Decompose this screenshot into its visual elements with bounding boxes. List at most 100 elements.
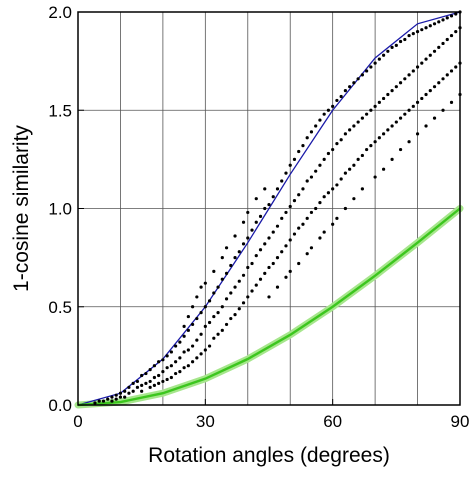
data-point [343,206,347,211]
data-point [267,295,271,299]
data-point [386,128,390,132]
data-point [275,224,280,228]
data-point [297,226,301,230]
data-point [449,69,454,73]
data-point [246,236,250,240]
axis-ticks: 0 30 60 90 0.0 0.5 1.0 1.5 2.0 [48,3,469,431]
data-point [280,250,284,254]
data-point [339,94,343,99]
data-point [152,364,156,368]
data-point [224,271,229,275]
data-point [178,356,182,360]
data-point [284,275,288,279]
data-point [263,271,267,275]
data-point [250,289,254,293]
data-point [348,85,352,89]
data-point [365,147,369,152]
data-point [415,132,420,136]
data-point [428,24,432,28]
data-point [365,112,369,116]
data-point [199,311,203,315]
data-point [386,49,390,53]
data-point [224,322,229,327]
data-point [250,261,254,266]
data-point [140,373,144,378]
data-point [305,252,309,256]
y-tick-label: 1.5 [48,101,72,120]
data-points [93,10,462,405]
data-point [157,373,161,378]
data-point [203,305,207,309]
data-point [390,89,394,93]
data-point [449,33,454,38]
data-point [258,277,263,281]
data-point [356,157,360,161]
data-point [441,77,445,81]
data-point [394,85,398,89]
data-point [314,124,318,128]
x-tick-label: 90 [451,412,470,431]
data-point [212,336,216,340]
data-point [144,371,148,376]
data-point [292,157,297,161]
data-point [356,120,360,124]
data-point [161,379,165,384]
data-point [445,16,449,20]
data-point [246,295,250,299]
data-point [415,65,420,69]
y-tick-label: 0.5 [48,298,72,317]
data-point [207,344,212,348]
data-point [377,57,381,61]
data-point [229,316,233,321]
data-point [254,220,258,224]
data-point [271,261,275,266]
data-point [237,307,241,311]
data-point [161,369,165,374]
data-point [203,324,207,328]
data-point [318,163,322,167]
data-point [301,144,305,148]
data-point [382,132,386,136]
data-point [237,279,241,283]
data-point [403,112,407,116]
data-point [224,297,229,301]
data-point [110,395,114,399]
data-point [432,85,437,89]
data-point [241,220,246,224]
data-point [301,187,305,191]
data-point [322,157,326,161]
data-point [241,273,246,277]
data-point [267,236,271,240]
data-point [178,340,182,344]
data-point [241,301,246,305]
y-tick-label: 2.0 [48,3,72,22]
data-point [216,311,220,315]
data-point [420,96,424,101]
data-point [390,45,394,49]
data-point [373,175,377,179]
data-point [216,332,220,336]
data-point [335,183,339,187]
data-point [360,187,364,191]
data-point [415,100,420,104]
data-point [258,248,263,252]
data-point [131,389,135,393]
data-point [309,246,314,250]
data-point [199,352,203,356]
data-point [437,20,441,24]
data-point [203,281,207,285]
data-point [199,285,203,289]
data-point [127,385,131,389]
data-point [195,316,199,321]
data-point [445,73,449,77]
data-point [114,397,118,401]
data-point [241,242,246,246]
data-point [203,348,207,352]
data-point [220,328,224,332]
data-point [449,100,454,104]
data-point [191,322,195,327]
data-point [373,61,377,65]
data-point [297,149,301,154]
data-point [382,96,386,101]
